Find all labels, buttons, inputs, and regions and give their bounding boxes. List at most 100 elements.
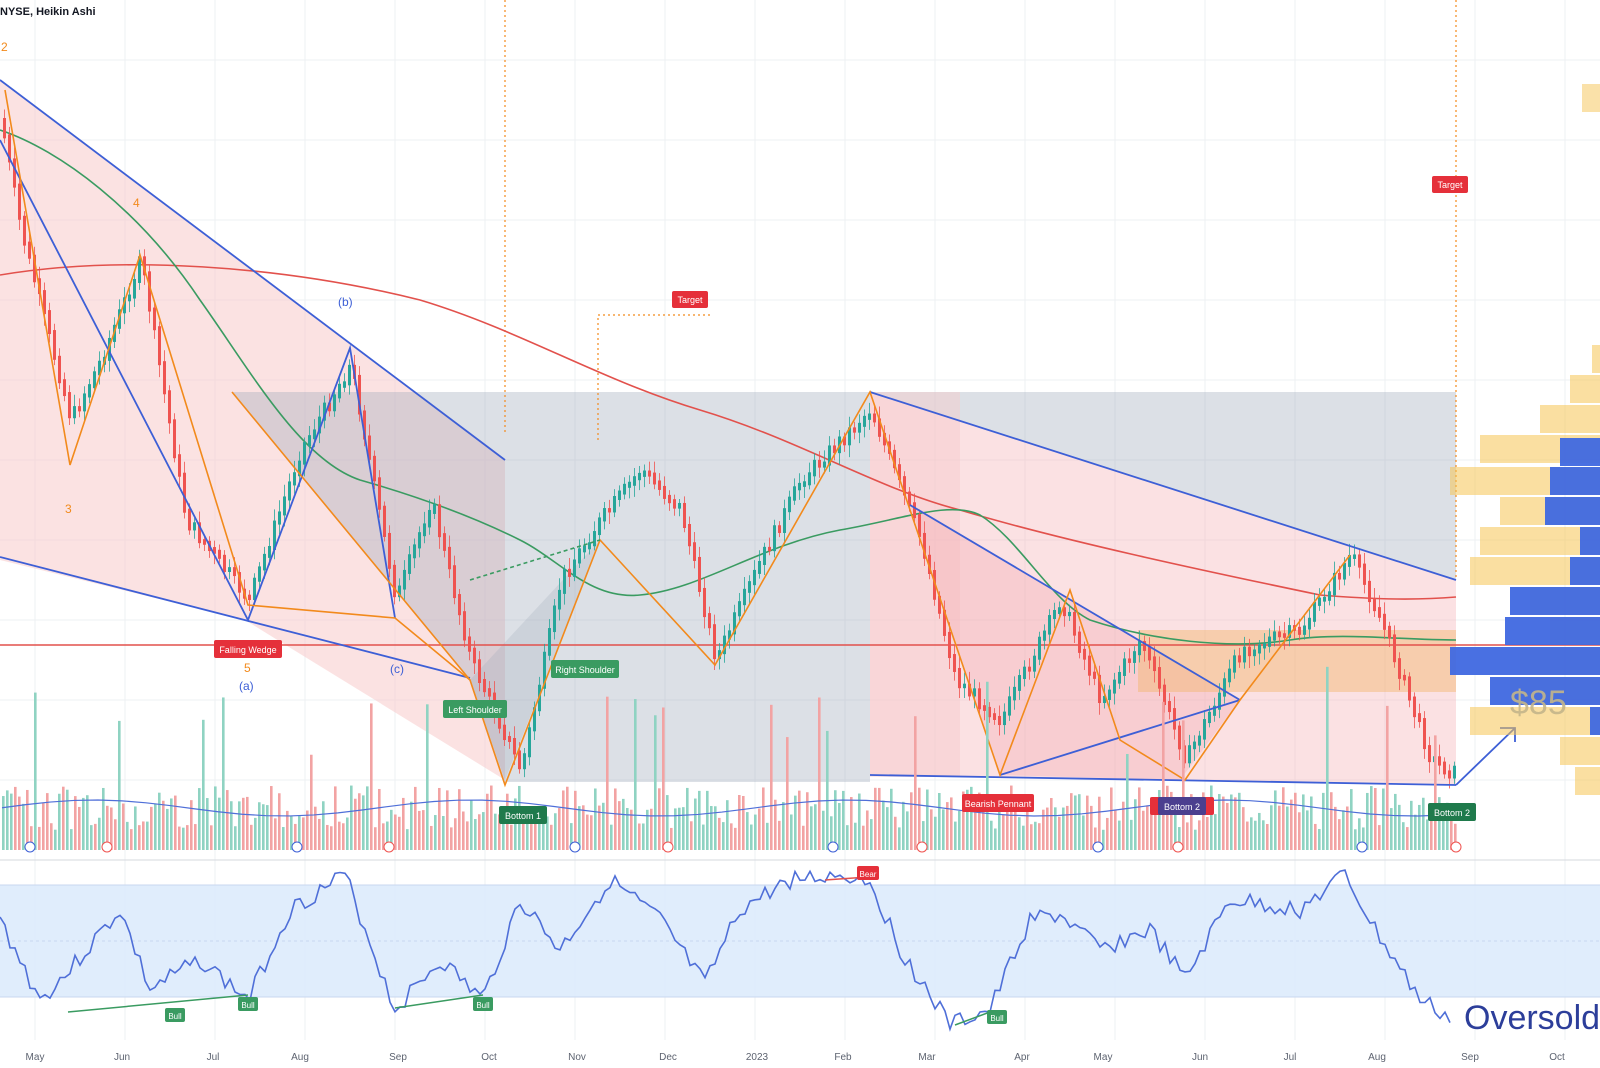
candle-body — [628, 481, 631, 488]
head-shoulders-lines — [231, 390, 1351, 788]
volume-bar — [398, 816, 401, 850]
wedge-lower-line — [0, 556, 471, 679]
volume-bar — [162, 800, 165, 850]
volume-bar — [1026, 804, 1029, 850]
volume-bar — [34, 692, 37, 850]
volume-bar — [698, 790, 701, 850]
volume-bar — [714, 806, 717, 850]
candle-body — [713, 624, 716, 660]
wave-label-4: 4 — [133, 196, 140, 210]
volume-bar — [1422, 797, 1425, 850]
volume-bar — [1178, 827, 1181, 850]
month-label: May — [26, 1052, 45, 1063]
candle-body — [238, 572, 241, 593]
volume-bar — [430, 825, 433, 850]
volume-bar — [342, 823, 345, 850]
candle-body — [153, 307, 156, 331]
volume-profile-row — [1545, 497, 1600, 525]
bull-divergence-1 — [67, 994, 249, 1013]
candle-body — [98, 360, 101, 376]
target-leader-1 — [597, 314, 710, 440]
volume-bar — [738, 795, 741, 850]
event-marker — [101, 841, 113, 853]
month-label: Sep — [389, 1052, 407, 1063]
candle-body — [68, 392, 71, 419]
candle-body — [408, 554, 411, 574]
volume-bar — [246, 796, 249, 850]
month-label: 2023 — [746, 1052, 769, 1063]
event-marker — [569, 841, 581, 853]
volume-bar — [874, 787, 877, 850]
volume-bar — [326, 824, 329, 850]
volume-bar — [494, 813, 497, 850]
event-marker — [24, 841, 36, 853]
volume-bar — [170, 798, 173, 850]
volume-profile-row — [1560, 438, 1600, 466]
volume-bar — [1302, 794, 1305, 850]
candle-body — [633, 476, 636, 486]
candle-body — [8, 134, 11, 163]
candle-body — [748, 581, 751, 593]
candle-body — [1278, 631, 1281, 638]
volume-bar — [1018, 817, 1021, 850]
volume-bar — [362, 795, 365, 850]
candle-body — [308, 435, 311, 447]
volume-bar — [690, 821, 693, 850]
volume-bar — [1282, 787, 1285, 850]
volume-bar — [822, 810, 825, 850]
volume-bar — [1270, 805, 1273, 850]
volume-bar — [1382, 788, 1385, 850]
candle-body — [728, 630, 731, 640]
volume-bar — [58, 793, 61, 850]
candle-body — [733, 612, 736, 635]
candle-body — [468, 636, 471, 652]
annotation-badges[interactable]: Falling Wedge Left Shoulder Right Should… — [165, 176, 1476, 1024]
candle-body — [488, 688, 491, 697]
volume-bar — [1410, 800, 1413, 850]
volume-bar — [1046, 807, 1049, 850]
candle-body — [1093, 671, 1096, 679]
volume-bar — [530, 824, 533, 850]
candle-body — [1023, 666, 1026, 680]
volume-bar — [1078, 794, 1081, 850]
volume-bar — [186, 825, 189, 850]
volume-bar — [1450, 815, 1453, 850]
volume-bar — [746, 812, 749, 850]
volume-bar — [910, 792, 913, 850]
event-marker — [1450, 841, 1462, 853]
volume-bar — [74, 796, 77, 850]
candle-body — [873, 413, 876, 423]
volume-bar — [382, 823, 385, 850]
volume-bar — [730, 823, 733, 850]
volume-bar — [414, 786, 417, 850]
candle-body — [1423, 718, 1426, 750]
candle-body — [978, 688, 981, 710]
volume-bar — [546, 816, 549, 850]
candle-body — [138, 256, 141, 283]
candle-body — [478, 659, 481, 684]
volume-bar — [742, 795, 745, 850]
candle-body — [1058, 607, 1061, 614]
candle-body — [128, 294, 131, 302]
candle-body — [253, 577, 256, 601]
candle-body — [228, 567, 231, 572]
bull-badge-2 — [238, 997, 258, 1011]
bearish-pennant-zone — [870, 392, 960, 777]
volume-bar — [314, 806, 317, 850]
volume-bar — [1230, 794, 1233, 850]
volume-bar — [1454, 823, 1457, 850]
candle-body — [1228, 668, 1231, 683]
event-marker — [662, 841, 674, 853]
volume-bar — [1286, 806, 1289, 850]
volume-bar — [758, 808, 761, 850]
candle-body — [1098, 674, 1101, 704]
volume-bar — [426, 704, 429, 850]
volume-bar — [330, 826, 333, 850]
volume-bar — [50, 823, 53, 850]
volume-bar — [1222, 796, 1225, 850]
candle-body — [1078, 631, 1081, 653]
volume-bar — [1158, 790, 1161, 850]
volume-bar — [1198, 820, 1201, 850]
candle-body — [368, 435, 371, 460]
